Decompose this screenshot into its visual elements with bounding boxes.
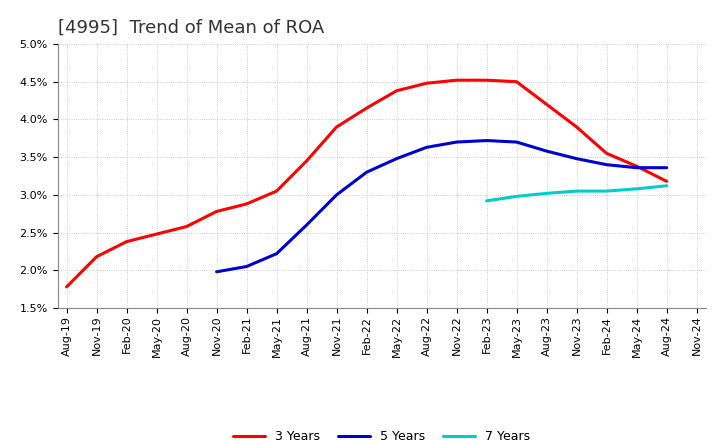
Line: 7 Years: 7 Years [487, 186, 667, 201]
5 Years [662, 165, 671, 170]
3 Years [153, 231, 161, 237]
5 Years [392, 156, 401, 161]
5 Years [333, 192, 341, 198]
3 Years [272, 188, 281, 194]
Line: 5 Years: 5 Years [217, 140, 667, 272]
3 Years [452, 77, 461, 83]
5 Years [542, 148, 551, 154]
3 Years [62, 284, 71, 290]
3 Years [122, 239, 131, 244]
3 Years [302, 158, 311, 164]
5 Years [482, 138, 491, 143]
3 Years [662, 179, 671, 184]
7 Years [662, 183, 671, 188]
3 Years [182, 224, 191, 229]
3 Years [242, 201, 251, 206]
3 Years [602, 151, 611, 156]
3 Years [333, 125, 341, 130]
5 Years [513, 139, 521, 145]
7 Years [602, 188, 611, 194]
3 Years [572, 125, 581, 130]
5 Years [572, 156, 581, 161]
3 Years [392, 88, 401, 93]
7 Years [632, 186, 641, 191]
5 Years [272, 251, 281, 257]
3 Years [362, 106, 371, 111]
3 Years [513, 79, 521, 84]
3 Years [92, 254, 101, 259]
3 Years [212, 209, 221, 214]
5 Years [362, 169, 371, 175]
5 Years [602, 162, 611, 167]
5 Years [242, 264, 251, 269]
3 Years [542, 102, 551, 107]
5 Years [632, 165, 641, 170]
5 Years [212, 269, 221, 275]
7 Years [513, 194, 521, 199]
5 Years [302, 222, 311, 227]
3 Years [422, 81, 431, 86]
Text: [4995]  Trend of Mean of ROA: [4995] Trend of Mean of ROA [58, 19, 324, 37]
5 Years [422, 145, 431, 150]
3 Years [632, 164, 641, 169]
7 Years [482, 198, 491, 204]
Legend: 3 Years, 5 Years, 7 Years: 3 Years, 5 Years, 7 Years [228, 425, 535, 440]
Line: 3 Years: 3 Years [66, 80, 667, 287]
7 Years [572, 188, 581, 194]
7 Years [542, 191, 551, 196]
3 Years [482, 77, 491, 83]
5 Years [452, 139, 461, 145]
